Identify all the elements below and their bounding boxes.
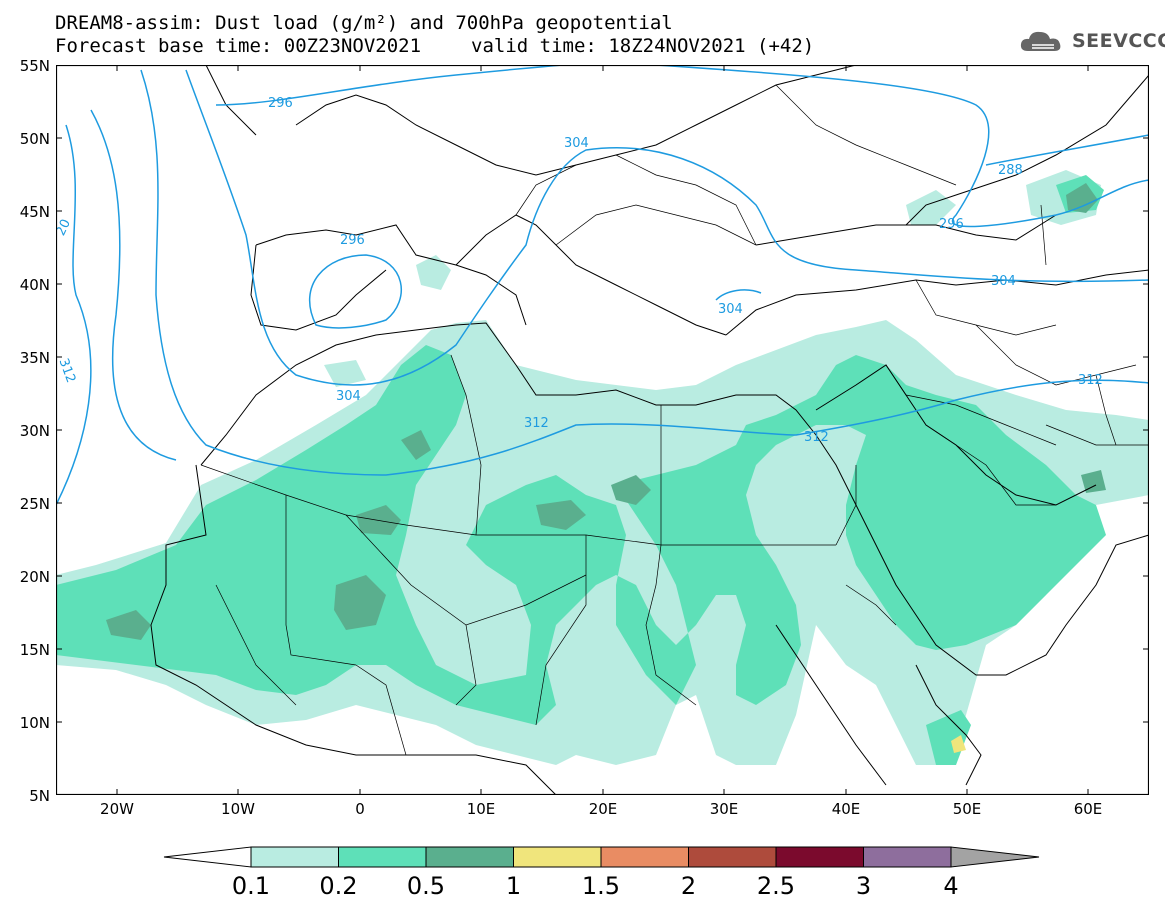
lat-label: 45N [19, 203, 50, 221]
lat-label: 30N [19, 422, 50, 440]
seevccc-logo: SEEVCCC [1018, 27, 1165, 55]
contour-label: 312 [804, 430, 829, 445]
cloud-icon [1020, 31, 1061, 51]
colorbar-segment [688, 846, 777, 868]
colorbar-label: 1 [505, 872, 522, 900]
lon-label: 0 [355, 800, 365, 818]
contour-label: 296 [939, 217, 964, 232]
lon-label: 10E [466, 800, 496, 818]
lat-label: 15N [19, 641, 50, 659]
map-title: DREAM8-assim: Dust load (g/m²) and 700hP… [55, 12, 673, 34]
lon-label: 20W [100, 800, 134, 818]
contour-label: 296 [268, 96, 293, 111]
contour-label: 20 [56, 217, 74, 238]
lat-label: 55N [19, 57, 50, 75]
contour-labels: 296 304 288 296 296 304 304 20 312 304 3… [56, 96, 1103, 445]
lon-label: 20E [588, 800, 618, 818]
lat-label: 35N [19, 349, 50, 367]
contour-label: 304 [718, 302, 743, 317]
contour-label: 304 [991, 274, 1016, 289]
lat-label: 40N [19, 276, 50, 294]
dust-map: 296 304 288 296 296 304 304 20 312 304 3… [56, 65, 1149, 795]
colorbar-label: 3 [855, 872, 872, 900]
geopotential-contours [56, 65, 1149, 506]
colorbar-label: 1.5 [581, 872, 621, 900]
colorbar-segment [513, 846, 602, 868]
valid-time: valid time: 18Z24NOV2021 (+42) [471, 35, 815, 57]
contour-label: 288 [998, 163, 1023, 178]
map-subtitle: Forecast base time: 00Z23NOV2021 valid ti… [55, 35, 814, 57]
dust-level-0.5 [106, 183, 1106, 640]
lat-label: 5N [29, 787, 50, 805]
contour-label: 312 [524, 416, 549, 431]
logo-text: SEEVCCC [1072, 30, 1165, 52]
map-frame [56, 65, 1149, 795]
contour-label: 312 [1078, 373, 1103, 388]
lat-label: 20N [19, 568, 50, 586]
colorbar-label: 2.5 [756, 872, 796, 900]
colorbar-segment [163, 846, 252, 868]
colorbar-label: 4 [943, 872, 959, 900]
lon-label: 10W [221, 800, 255, 818]
dust-level-1 [951, 735, 966, 753]
colorbar-segment [775, 846, 864, 868]
colorbar-segment [338, 846, 427, 868]
contour-label: 304 [336, 389, 361, 404]
country-borders [200, 84, 1149, 756]
colorbar-label: 0.2 [319, 872, 358, 900]
contour-label: 304 [564, 136, 589, 151]
lon-label: 60E [1073, 800, 1103, 818]
colorbar-segment [425, 846, 514, 868]
axis-ticks [56, 65, 1149, 795]
colorbar-label: 0.1 [231, 872, 271, 900]
colorbar-segment [863, 846, 952, 868]
colorbar-segment [600, 846, 689, 868]
contour-label: 296 [340, 233, 365, 248]
lat-label: 10N [19, 714, 50, 732]
colorbar-label: 0.5 [406, 872, 446, 900]
lat-label: 25N [19, 495, 50, 513]
lat-label: 50N [19, 130, 50, 148]
colorbar-segment [250, 846, 339, 868]
contour-label: 312 [56, 357, 78, 385]
lon-label: 40E [831, 800, 861, 818]
lon-label: 30E [709, 800, 739, 818]
colorbar [163, 846, 1040, 868]
colorbar-label: 2 [680, 872, 697, 900]
lon-label: 50E [952, 800, 982, 818]
base-time: Forecast base time: 00Z23NOV2021 [55, 35, 422, 57]
colorbar-segment [950, 846, 1040, 868]
